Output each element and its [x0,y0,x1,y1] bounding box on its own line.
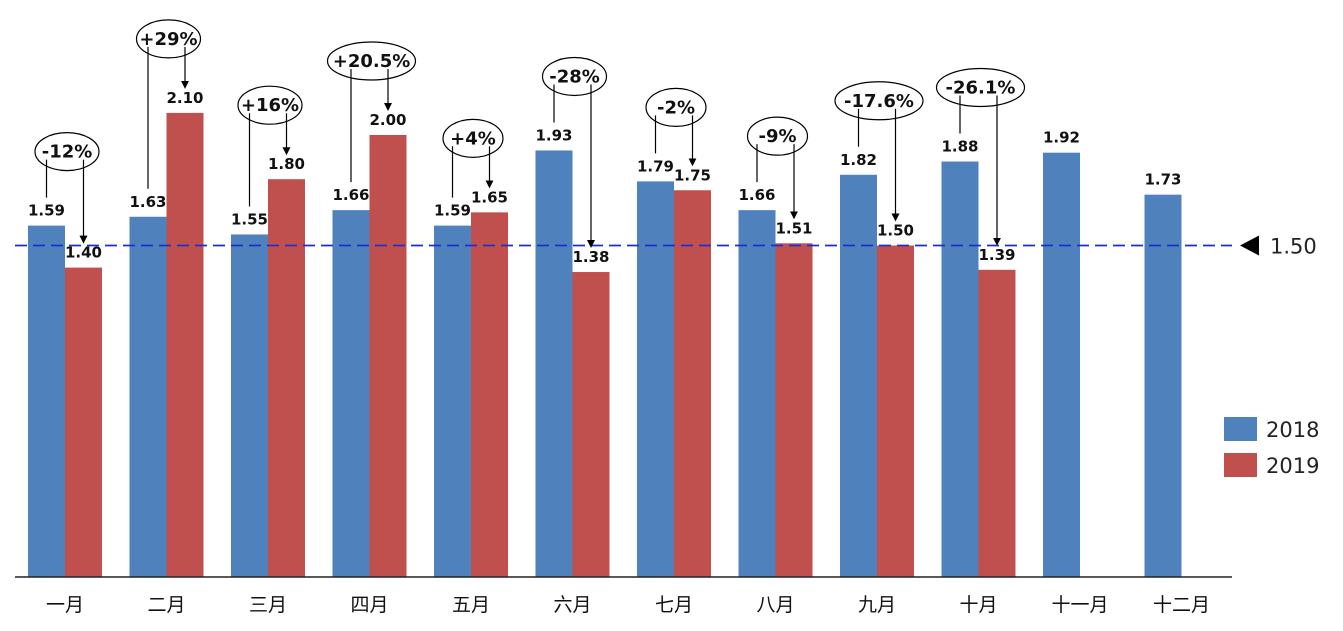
reference-marker-icon [1240,235,1259,256]
x-tick-label-8: 八月 [756,594,794,616]
change-annotation-9: -17.6% [844,91,914,112]
bar-2019-8 [775,243,813,578]
x-tick-label-12: 十二月 [1153,594,1210,616]
bar-2018-10 [941,161,979,577]
legend-swatch-2019 [1224,453,1257,477]
change-annotation-ellipse-7 [645,87,707,128]
bar-2019-6 [572,272,610,577]
bar-2019-4 [369,135,407,577]
x-tick-label-9: 九月 [858,594,896,616]
value-label-2018-7: 1.79 [637,157,674,175]
change-annotation-ellipse-5 [442,118,504,158]
bar-2018-8 [738,210,776,577]
value-label-2019-3: 1.80 [268,155,305,173]
bar-2019-9 [877,245,914,577]
value-label-2019-7: 1.75 [674,166,711,184]
value-label-2019-8: 1.51 [775,219,812,237]
change-annotation-6: -28% [549,66,600,87]
change-annotation-ellipse-9 [834,81,924,121]
value-label-2019-10: 1.39 [978,246,1015,264]
x-tick-label-7: 七月 [655,594,693,616]
value-label-2018-4: 1.66 [332,186,369,204]
bar-2018-9 [840,174,877,577]
x-tick-label-11: 十一月 [1051,594,1108,616]
value-label-2019-9: 1.50 [877,222,914,240]
x-tick-label-2: 二月 [147,594,185,616]
bar-2018-11 [1043,152,1080,577]
value-label-2019-1: 1.40 [65,244,102,262]
bar-2019-2 [166,112,204,578]
change-annotation-1: -12% [42,142,93,163]
bar-2019-3 [268,179,305,577]
legend-swatch-2018 [1224,417,1257,441]
x-tick-labels: 一月 二月 三月 四月 五月 六月 七月 八月 九月 十月 十一月 十二月 [46,594,1210,616]
x-tick-label-1: 一月 [46,594,84,616]
change-annotation-10: -26.1% [946,78,1016,99]
legend-label-2019: 2019 [1266,454,1319,478]
value-label-2018-2: 1.63 [129,193,166,211]
change-annotation-2: +29% [139,29,197,50]
x-tick-label-10: 十月 [959,594,997,616]
value-labels-layer: 1.591.401.632.101.551.801.662.001.591.65… [28,89,1182,266]
bar-2018-12 [1144,194,1182,578]
bar-2019-10 [978,269,1016,577]
change-annotation-3: +16% [241,95,299,116]
bar-2018-6 [535,150,573,577]
value-label-2018-1: 1.59 [28,202,65,220]
value-label-2018-3: 1.55 [231,210,268,228]
value-label-2019-6: 1.38 [572,248,609,266]
change-annotation-7: -2% [657,97,695,118]
value-label-2018-11: 1.92 [1043,129,1080,147]
change-annotation-4: +20.5% [333,51,411,72]
value-label-2018-5: 1.59 [434,202,471,220]
change-annotation-ellipse-10 [935,67,1026,108]
change-annotation-5: +4% [450,128,496,149]
value-label-2019-5: 1.65 [471,188,508,206]
value-label-2018-6: 1.93 [535,126,572,144]
reference-line-group: 1.50 [15,235,1317,259]
value-label-2018-9: 1.82 [840,151,877,169]
legend-label-2018: 2018 [1266,418,1319,442]
value-label-2019-4: 2.00 [369,111,406,129]
change-annotation-8: -9% [758,126,796,147]
value-label-2018-12: 1.73 [1144,171,1181,189]
x-tick-label-4: 四月 [350,594,388,616]
reference-line-label: 1.50 [1270,235,1317,259]
bar-2019-1 [65,267,102,577]
bar-2018-4 [332,210,370,577]
x-tick-label-3: 三月 [249,594,287,616]
legend: 2018 2019 [1224,417,1319,478]
value-label-2018-10: 1.88 [941,138,978,156]
bar-2019-7 [674,190,711,577]
bar-2019-5 [471,212,508,577]
value-label-2018-8: 1.66 [738,186,775,204]
change-annotation-ellipse-8 [746,116,809,156]
bars-layer [28,112,1182,578]
bar-2018-7 [637,181,674,577]
bar-2018-3 [231,234,268,577]
bar-2018-5 [434,225,471,578]
x-tick-label-5: 五月 [452,594,490,616]
change-annotation-ellipse-4 [326,41,417,81]
bar-2018-2 [129,216,167,577]
value-label-2019-2: 2.10 [166,89,203,107]
x-tick-label-6: 六月 [553,594,591,616]
bar-2018-1 [28,225,65,578]
annotations-layer: -12% +29% +16% +20.5% +4% -28% -2% -9% -17.6% -26… [34,19,1026,249]
